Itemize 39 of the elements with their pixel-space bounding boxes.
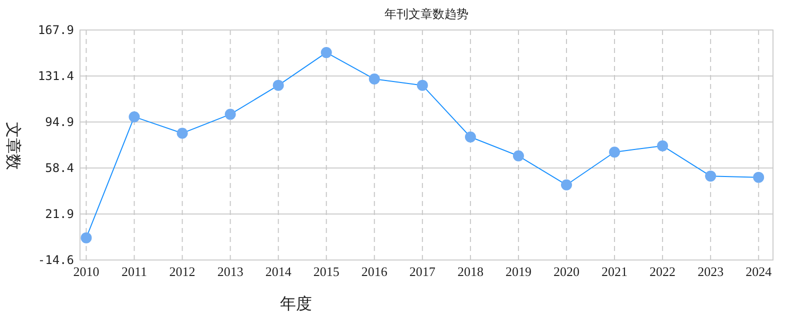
- x-tick-label: 2013: [217, 264, 244, 279]
- x-tick-label: 2022: [650, 264, 676, 279]
- point: [368, 74, 380, 85]
- x-tick-label: 2012: [169, 264, 196, 279]
- point: [128, 111, 140, 122]
- point: [705, 170, 716, 182]
- x-tick-label: 2014: [265, 264, 292, 279]
- point: [416, 80, 428, 91]
- x-tick-label: 2011: [122, 264, 148, 279]
- y-tick-label: 94.9: [45, 115, 74, 129]
- point: [753, 172, 764, 183]
- point: [512, 150, 524, 162]
- y-tick-label: 58.4: [45, 161, 74, 175]
- x-tick-label: 2018: [457, 264, 484, 279]
- point: [320, 47, 332, 58]
- chart-title: 年刊文章数趋势: [384, 7, 468, 21]
- y-tick-label: 131.4: [38, 69, 74, 83]
- point: [176, 128, 188, 139]
- y-axis-title: 文章数: [4, 122, 23, 170]
- y-tick-label: 21.9: [45, 207, 74, 221]
- x-tick-label: 2010: [73, 264, 100, 279]
- x-tick-label: 2019: [505, 264, 532, 279]
- x-tick-label: 2020: [553, 264, 580, 279]
- y-tick-label: -14.6: [38, 253, 74, 267]
- point: [657, 140, 668, 152]
- x-tick-label: 2017: [409, 264, 436, 279]
- point: [464, 131, 476, 142]
- x-axis-title: 年度: [280, 294, 312, 313]
- point: [272, 80, 284, 91]
- x-tick-label: 2021: [602, 264, 628, 279]
- point: [224, 108, 236, 120]
- x-tick-label: 2016: [361, 264, 388, 279]
- point: [80, 232, 92, 244]
- point: [609, 146, 620, 158]
- x-tick-label: 2015: [313, 264, 340, 279]
- x-tick-label: 2024: [746, 264, 772, 279]
- point: [560, 179, 572, 190]
- x-tick-label: 2023: [698, 264, 724, 279]
- y-tick-label: 167.9: [38, 23, 74, 37]
